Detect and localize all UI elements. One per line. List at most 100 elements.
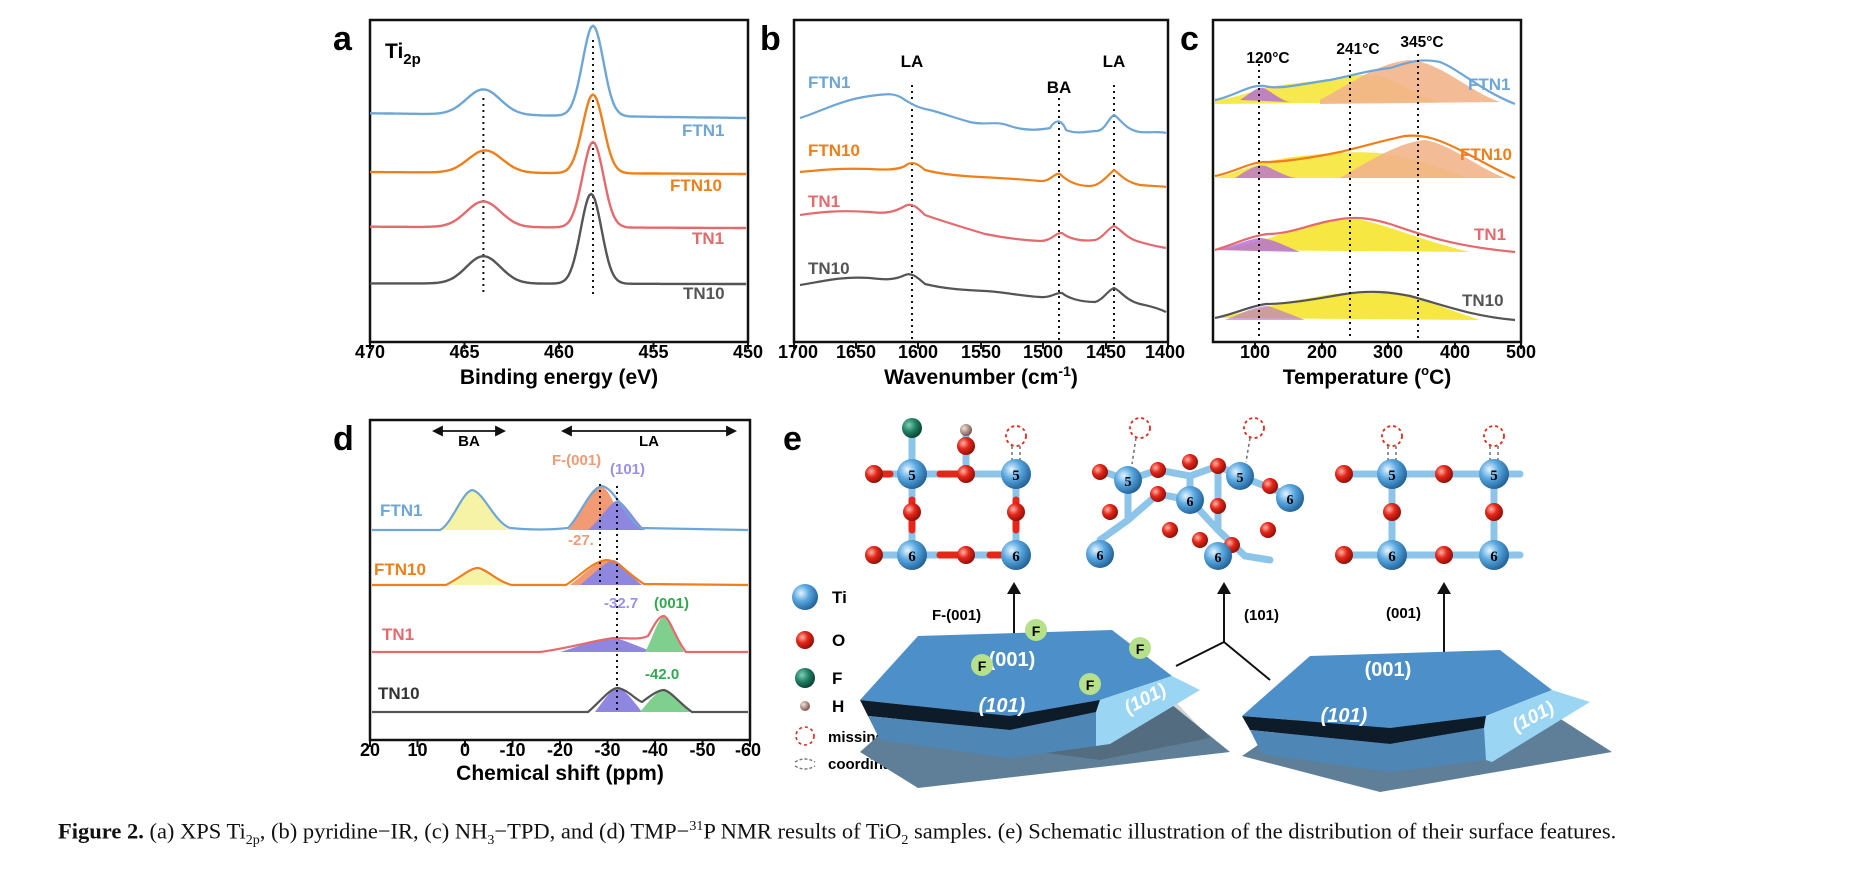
b-line-ftn10: [799, 161, 1167, 189]
c-tick-label: 400: [1440, 342, 1470, 362]
b-line-ftn1: [799, 93, 1167, 135]
facet-top-label: (001): [989, 649, 1036, 671]
missing-o: [1381, 425, 1403, 447]
c-series-ftn1: FTN1: [1214, 59, 1516, 106]
coord-label: 5: [908, 468, 916, 484]
panel-b-tick-labels: 1700 1650 1600 1550 1500 1450 1400: [778, 342, 1185, 362]
d-series-ftn1: FTN1: [372, 484, 749, 532]
d-series-tn1: TN1: [372, 614, 748, 654]
d-fill-yellow: [440, 490, 510, 530]
panel-c-frame: [1211, 18, 1523, 344]
caption-text: −TPD, and (d) TMP−: [494, 818, 690, 844]
panel-b-marker-labels: LA BA LA: [901, 52, 1126, 97]
panel-letter-d: d: [333, 420, 354, 458]
a-tick-label: 470: [355, 342, 385, 362]
coord-label: 6: [1215, 551, 1222, 566]
a-tick-label: 450: [733, 342, 763, 362]
c-marker-241: 241°C: [1336, 41, 1379, 58]
b-line-tn1: [799, 203, 1167, 250]
b-marker-la: LA: [901, 52, 924, 71]
arrow-label-001: (001): [1386, 605, 1421, 622]
coord-label: 5: [1490, 468, 1498, 484]
c-fill-purple: [1215, 238, 1300, 252]
c-marker-345: 345°C: [1400, 34, 1443, 51]
h-atom-icon: [800, 701, 810, 711]
d-fill-purple: [560, 638, 655, 652]
arrow-label-f001: F-(001): [932, 607, 981, 624]
c-label-ftn10: FTN10: [1460, 145, 1512, 164]
panel-d-tick-labels: 20 10 0 -10 -20 -30 -40 -50 -60: [360, 740, 761, 760]
panel-c-tick-labels: 100 200 300 400 500: [1240, 342, 1536, 362]
c-tick-label: 200: [1307, 342, 1337, 362]
d-fill-purple: [595, 688, 642, 712]
d-label-ftn10: FTN10: [374, 560, 426, 579]
c-fill-orange: [1340, 140, 1505, 178]
c-label-tn10: TN10: [1462, 291, 1504, 310]
c-line-ftn1: [1214, 59, 1516, 106]
o-atom-icon: [796, 631, 814, 649]
c-series-tn1: TN1: [1214, 216, 1516, 254]
panel-letter-a: a: [333, 20, 353, 58]
facet-top-label: (001): [1365, 659, 1412, 681]
panel-a-ticks: [369, 342, 749, 349]
panel-b-series-labels: FTN1 FTN10 TN1 TN10: [808, 73, 860, 278]
c-fill-purple: [1240, 87, 1290, 102]
structure-001: 5 5 6 6: [1335, 425, 1524, 570]
panel-b-lines: [799, 93, 1167, 313]
d-tick-label: 0: [460, 740, 470, 760]
structure-f001: 5 5 6 6: [865, 418, 1031, 570]
coord-label: 5: [1388, 468, 1396, 484]
b-label-tn10: TN10: [808, 259, 850, 278]
b-label-tn1: TN1: [808, 192, 840, 211]
d-fill-green: [640, 690, 690, 712]
d-line-tn1: [372, 614, 748, 654]
b-tick-label: 1550: [961, 342, 1001, 362]
d-tick-label: -60: [735, 740, 761, 760]
coord-label: 6: [1287, 493, 1294, 508]
b-tick-label: 1500: [1023, 342, 1063, 362]
caption-sub: 3: [487, 833, 495, 848]
d-label-tn1: TN1: [382, 625, 414, 644]
arrow-label-101: (101): [1244, 607, 1279, 624]
panel-c-marker-labels: 120°C 241°C 345°C: [1246, 34, 1443, 67]
a-label-tn1: TN1: [692, 229, 724, 248]
vacant-orbital-icon: [794, 758, 816, 770]
coord-label: 5: [1125, 475, 1132, 490]
d-label-tn10: TN10: [378, 684, 420, 703]
panel-b-markers: [911, 85, 1115, 340]
d-series-tn10: TN10: [372, 684, 748, 714]
missing-o: [1483, 425, 1505, 447]
a-line-tn10: [370, 192, 747, 286]
b-marker-ba: BA: [1047, 78, 1072, 97]
legend-f: F: [832, 669, 842, 688]
d-line-ftn10: [372, 558, 749, 587]
panel-b: b LA BA LA FTN1 FTN10 TN1 TN10 1700: [760, 18, 1185, 389]
f-site: [1025, 619, 1047, 641]
d-fill-purple: [580, 560, 642, 585]
ti-atom-icon: [792, 584, 818, 610]
a-line-ftn10: [370, 93, 747, 176]
c-marker-120: 120°C: [1246, 50, 1289, 67]
panel-letter-e: e: [783, 420, 802, 458]
caption-sub: 2: [901, 833, 909, 848]
panel-a-markers: [482, 40, 595, 296]
b-tick-label: 1700: [778, 342, 818, 362]
caption-sup: 31: [689, 819, 704, 834]
missing-o: [1243, 417, 1265, 439]
panel-a-series-labels: FTN1 FTN10 TN1 TN10: [670, 121, 725, 303]
coord-label: 6: [1097, 549, 1104, 564]
panel-c-xlabel: Temperature (oC): [1283, 363, 1452, 389]
c-fill-orange: [1320, 60, 1500, 104]
caption-label: Figure 2.: [58, 818, 144, 844]
coord-label: 5: [1012, 468, 1020, 484]
panel-d: d BA LA FTN1 FTN10: [333, 418, 761, 785]
caption-sub: 2p: [245, 833, 260, 848]
f-site-label: F: [1136, 641, 1145, 657]
legend-h: H: [832, 697, 844, 716]
caption-text: P NMR results of TiO: [703, 818, 902, 844]
a-tick-label: 465: [449, 342, 479, 362]
crystal-bare: (001) (101) (101): [1242, 650, 1612, 792]
figure-caption: Figure 2. (a) XPS Ti2p, (b) pyridine−IR,…: [58, 812, 1818, 856]
c-line-tn1: [1214, 216, 1516, 254]
b-label-ftn10: FTN10: [808, 141, 860, 160]
